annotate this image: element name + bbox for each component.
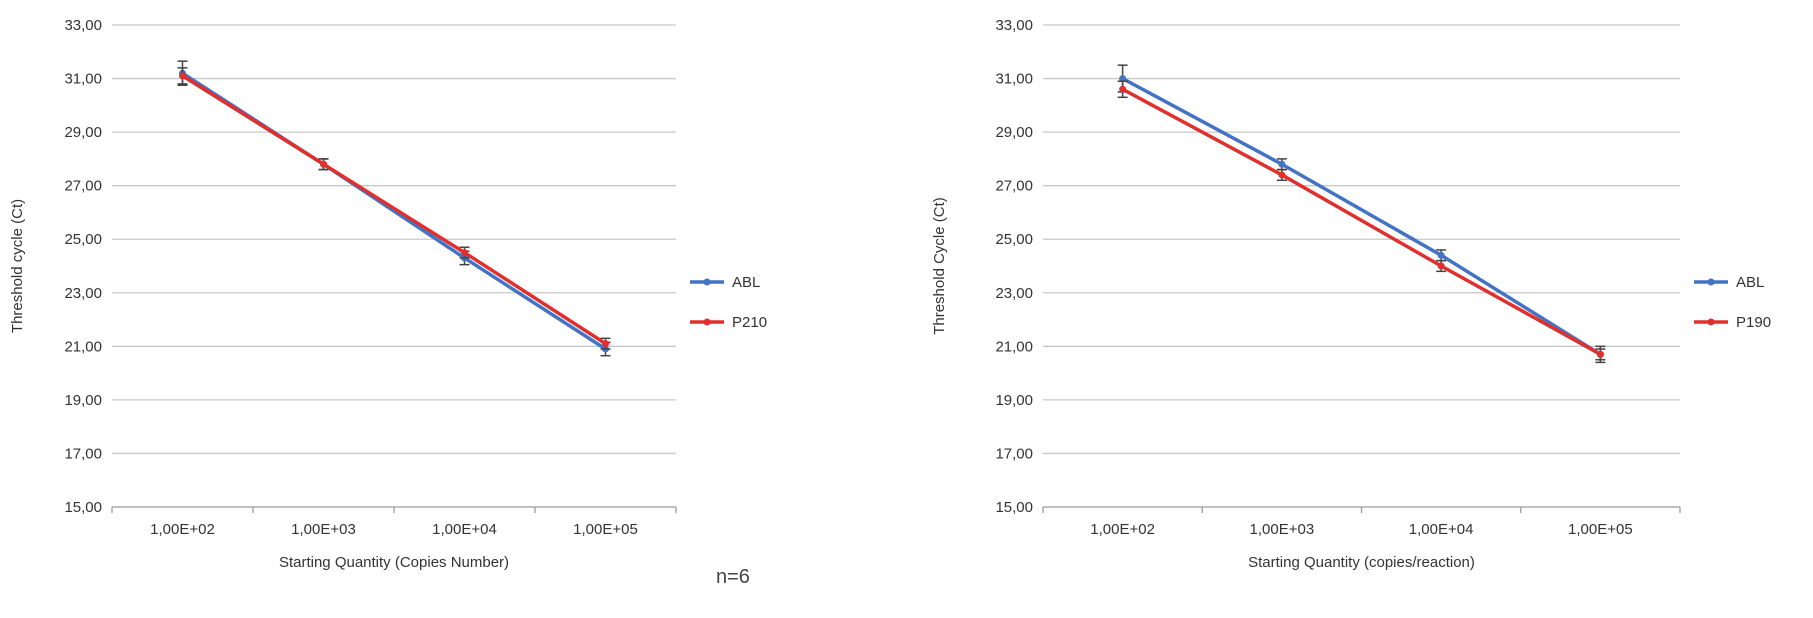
x-axis-title: Starting Quantity (copies/reaction) <box>1248 554 1475 571</box>
x-tick-label: 1,00E+04 <box>432 521 497 538</box>
y-tick-label: 29,00 <box>64 124 102 141</box>
legend-marker <box>703 278 711 286</box>
data-point <box>1278 160 1286 168</box>
y-axis-title: Threshold Cycle (Ct) <box>931 197 948 335</box>
y-tick-label: 27,00 <box>64 178 102 195</box>
legend-label: P210 <box>732 314 767 331</box>
x-tick-label: 1,00E+02 <box>1090 521 1155 538</box>
data-point <box>1437 251 1445 259</box>
data-point <box>1119 85 1127 93</box>
y-tick-label: 23,00 <box>64 285 102 302</box>
y-tick-label: 15,00 <box>995 499 1033 516</box>
legend-label: P190 <box>1736 314 1771 331</box>
y-tick-label: 23,00 <box>995 285 1033 302</box>
x-tick-label: 1,00E+03 <box>291 521 356 538</box>
y-tick-label: 17,00 <box>64 445 102 462</box>
x-tick-label: 1,00E+05 <box>1568 521 1633 538</box>
y-tick-label: 21,00 <box>64 338 102 355</box>
y-tick-label: 25,00 <box>995 231 1033 248</box>
legend-label: ABL <box>732 274 760 291</box>
data-point <box>1119 75 1127 83</box>
data-point <box>602 340 609 348</box>
chart-2: 15,00 17,00 19,00 21,00 23,00 25,00 27,00 29,00… <box>931 17 1771 571</box>
data-point <box>1437 262 1445 270</box>
legend-label: ABL <box>1736 274 1764 291</box>
x-axis-title: Starting Quantity (Copies Number) <box>279 554 509 571</box>
data-point <box>461 249 468 257</box>
series-line <box>1121 87 1602 356</box>
data-point <box>1278 171 1286 179</box>
y-tick-label: 29,00 <box>995 124 1033 141</box>
data-point <box>320 160 327 168</box>
y-tick-label: 19,00 <box>64 392 102 409</box>
y-tick-label: 31,00 <box>995 71 1033 88</box>
y-tick-label: 21,00 <box>995 338 1033 355</box>
y-tick-label: 33,00 <box>64 17 102 34</box>
sample-size-note: n=6 <box>716 566 750 588</box>
y-tick-label: 31,00 <box>64 71 102 88</box>
y-tick-label: 25,00 <box>64 231 102 248</box>
series-line <box>1121 77 1602 356</box>
legend-marker <box>703 318 711 326</box>
y-tick-label: 19,00 <box>995 392 1033 409</box>
series-p210 <box>177 67 611 350</box>
x-tick-label: 1,00E+05 <box>573 521 638 538</box>
y-tick-label: 33,00 <box>995 17 1033 34</box>
legend-marker <box>1707 278 1715 286</box>
chart-1: 15,00 17,00 19,00 21,00 23,00 25,00 27,00 29,00… <box>9 17 767 571</box>
y-axis-title: Threshold cycle (Ct) <box>9 199 26 333</box>
y-tick-label: 17,00 <box>995 445 1033 462</box>
x-tick-label: 1,00E+04 <box>1409 521 1474 538</box>
x-tick-label: 1,00E+02 <box>150 521 215 538</box>
data-point <box>179 72 186 80</box>
x-tick-label: 1,00E+03 <box>1250 521 1315 538</box>
series-p190 <box>1117 80 1606 361</box>
y-tick-label: 15,00 <box>64 499 102 516</box>
legend-marker <box>1707 318 1715 326</box>
series-line <box>181 74 607 346</box>
y-tick-label: 27,00 <box>995 178 1033 195</box>
data-point <box>1596 350 1604 358</box>
